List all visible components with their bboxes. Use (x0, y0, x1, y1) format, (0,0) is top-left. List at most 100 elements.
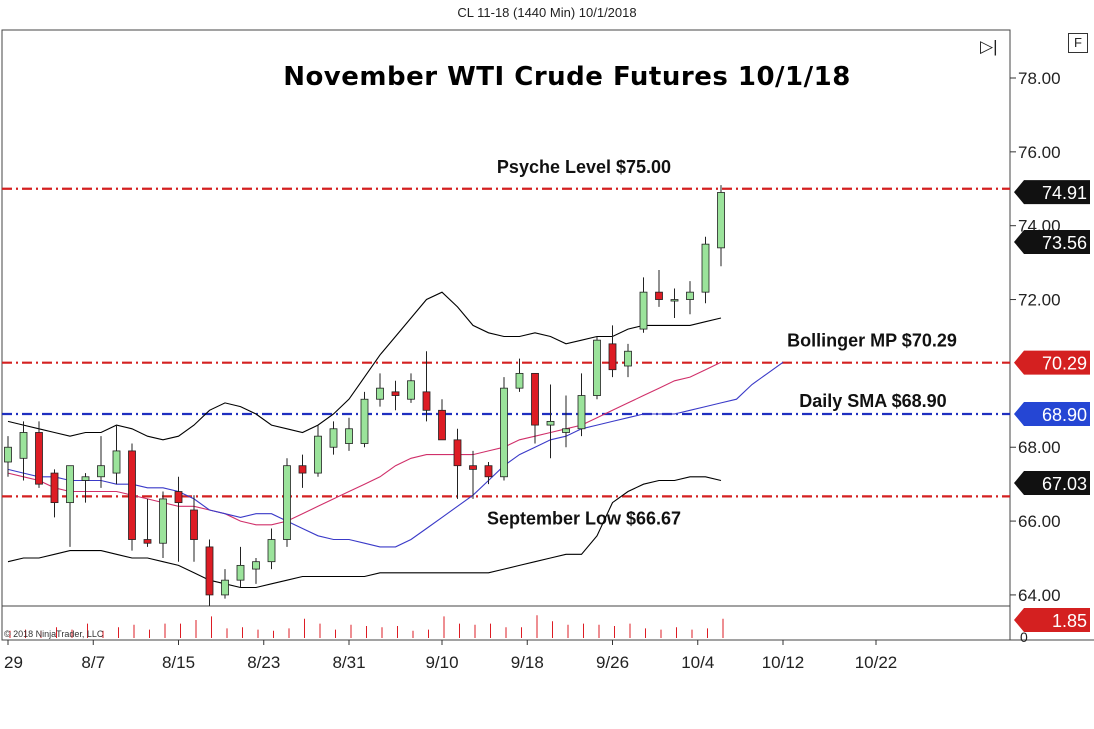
sma-line (7, 361, 784, 548)
bollinger-lower-line (7, 476, 722, 589)
x-tick-label: 8/31 (332, 653, 365, 672)
candle-down (453, 439, 462, 467)
copyright: © 2018 NinjaTrader, LLC (4, 629, 104, 639)
price-tag-shape (1014, 229, 1090, 254)
x-tick-label: 10/4 (681, 653, 714, 672)
candle-up (236, 564, 245, 581)
candle-down (298, 465, 307, 474)
x-tick-label: 9/10 (425, 653, 458, 672)
level-label: Psyche Level $75.00 (497, 157, 671, 177)
candle-up (112, 450, 121, 474)
price-tag: 74.91 (1014, 180, 1090, 205)
price-tag-shape (1014, 471, 1090, 496)
candle-up (97, 465, 105, 478)
volume-tag-shape (1014, 608, 1090, 632)
price-tag-shape (1014, 402, 1090, 426)
volume-tag: 1.85 (1014, 608, 1090, 632)
candle-up (159, 498, 167, 544)
price-tag-label: 74.91 (1042, 183, 1087, 203)
candle-up (267, 539, 276, 563)
candle-up (593, 339, 601, 396)
candle-down (35, 432, 43, 485)
candle-up (562, 428, 570, 433)
x-tick-label: 10/22 (855, 653, 898, 672)
chart-title: November WTI Crude Futures 10/1/18 (283, 62, 851, 92)
volume-axis-label: 0 (1020, 629, 1028, 645)
candle-down (391, 391, 400, 396)
candle-up (639, 291, 648, 330)
candle-up (283, 465, 291, 540)
y-tick-label: 72.00 (1018, 291, 1061, 310)
candle-up (252, 561, 260, 570)
y-tick-label: 76.00 (1018, 143, 1061, 162)
price-tag-label: 70.29 (1042, 354, 1087, 374)
y-tick-label: 68.00 (1018, 438, 1061, 457)
candle-up (717, 192, 725, 249)
level-label: Daily SMA $68.90 (799, 391, 946, 411)
candle-down (174, 491, 183, 504)
x-axis: 29 8/7 8/15 8/23 8/31 9/10 9/18 9/26 10/4 10/12 10… (4, 640, 897, 672)
candle-up (686, 291, 694, 300)
candle-up (577, 395, 586, 430)
x-tick-label: 9/18 (511, 653, 544, 672)
candle-up (701, 243, 710, 293)
candle-up (500, 387, 508, 478)
price-tag-shape (1014, 180, 1090, 205)
price-tag-label: 68.90 (1042, 405, 1087, 425)
candles (4, 185, 725, 606)
price-tag-label: 73.56 (1042, 233, 1087, 253)
level-lines: Psyche Level $75.00 Bollinger MP $70.29 Da… (2, 157, 1010, 528)
price-tag-label: 67.03 (1042, 474, 1087, 494)
price-tag: 68.90 (1014, 402, 1090, 426)
candle-up (66, 465, 74, 504)
candle-down (50, 472, 59, 504)
candle-up (314, 435, 322, 474)
bollinger-mid-line (7, 361, 722, 526)
candle-down (484, 465, 493, 478)
bollinger-upper-line (7, 291, 722, 441)
f-button[interactable]: F (1068, 33, 1088, 53)
candle-up (515, 372, 524, 389)
x-tick-label: 8/23 (247, 653, 280, 672)
candle-up (81, 476, 90, 481)
candle-up (546, 420, 555, 426)
chart-header: CL 11-18 (1440 Min) 10/1/2018 (457, 5, 637, 20)
candle-up (360, 398, 369, 444)
volume-tag-label: 1.85 (1052, 611, 1087, 631)
price-tag-shape (1014, 350, 1090, 375)
x-tick-label: 10/12 (762, 653, 805, 672)
candle-down (469, 465, 477, 470)
candle-up (624, 350, 632, 367)
candle-down (205, 546, 214, 596)
candle-up (407, 380, 415, 400)
candle-down (422, 391, 431, 411)
candle-up (670, 299, 679, 302)
candle-down (190, 509, 198, 540)
level-label: Bollinger MP $70.29 (787, 331, 957, 351)
y-tick-label: 66.00 (1018, 512, 1061, 531)
candle-down (128, 450, 136, 540)
y-tick-label: 78.00 (1018, 69, 1061, 88)
x-tick-label: 8/15 (162, 653, 195, 672)
level-label: September Low $66.67 (487, 508, 681, 528)
volume-panel: © 2018 NinjaTrader, LLC 1.85 0 (4, 608, 1090, 645)
candle-up (329, 428, 338, 448)
candle-down (608, 343, 617, 371)
candle-up (221, 579, 229, 596)
x-tick-label: 29 (4, 653, 23, 672)
candle-up (4, 446, 12, 463)
chart-frame (1, 29, 1094, 641)
price-tag: 67.03 (1014, 471, 1090, 496)
candle-down (531, 372, 539, 426)
indicator-lines (7, 291, 784, 589)
x-tick-label: 8/7 (81, 653, 105, 672)
price-tag: 73.56 (1014, 229, 1090, 254)
price-tag: 70.29 (1014, 350, 1090, 375)
candle-down (143, 539, 152, 544)
candle-up (19, 432, 28, 459)
play-to-end-icon[interactable]: ▷| (980, 37, 998, 56)
price-tags: 74.91 73.56 70.29 68.90 67.03 (1014, 180, 1090, 496)
candle-up (376, 387, 384, 400)
